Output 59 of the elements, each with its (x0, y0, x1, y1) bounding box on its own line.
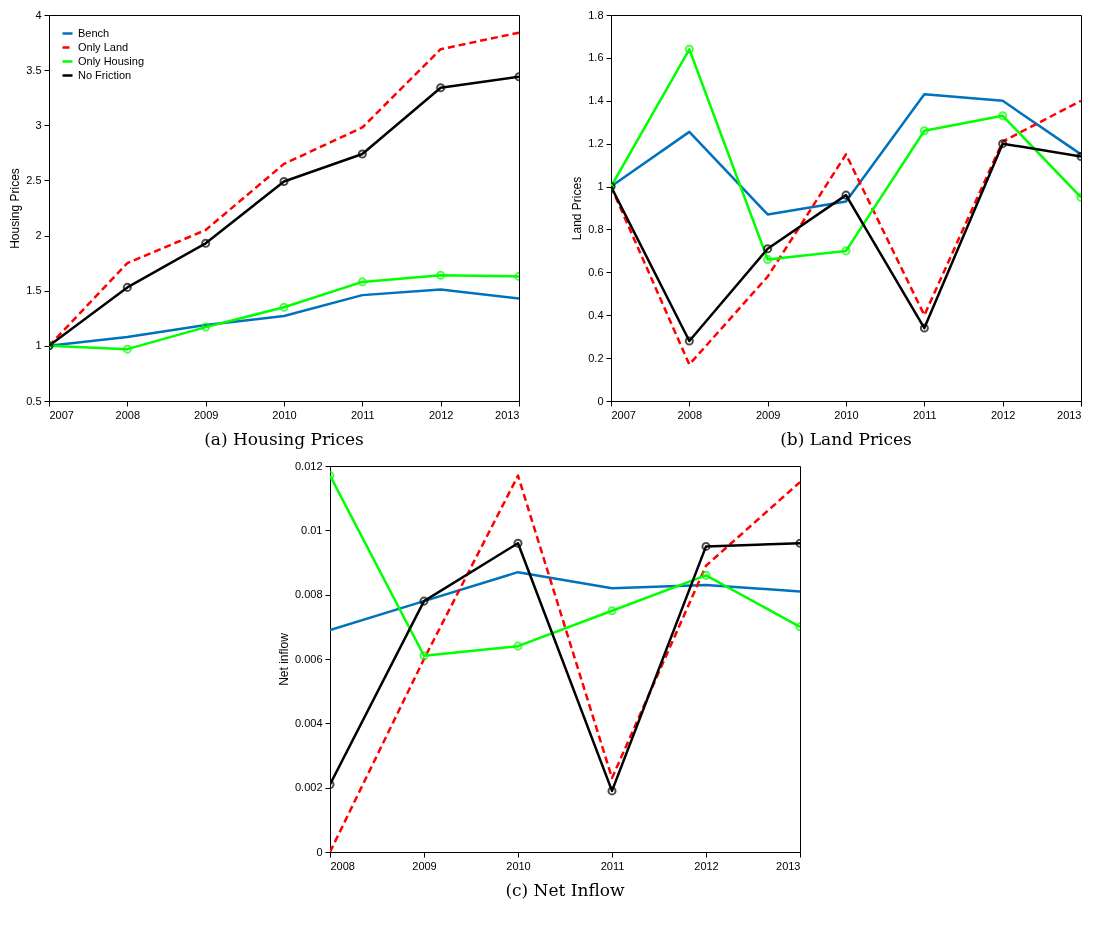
y-tick-label: 1.2 (588, 137, 604, 150)
x-tick-label: 2008 (677, 408, 703, 421)
x-tick-label: 2011 (351, 408, 375, 421)
y-tick-label: 1 (35, 339, 42, 352)
y-axis-title: Housing Prices (8, 168, 23, 249)
text: (c) Net Inflow (505, 880, 626, 900)
x-tick-label: 2010 (506, 859, 531, 872)
y-tick-label: 3.5 (26, 63, 42, 76)
x-tick-label: 2013 (495, 408, 520, 421)
legend-label: Only Land (78, 40, 129, 53)
x-tick-label: 2009 (412, 859, 437, 872)
x-tick-label: 2013 (776, 859, 801, 872)
line-series (330, 570, 800, 632)
x-tick-label: 2007 (49, 408, 74, 421)
y-tick-label: 0.006 (294, 652, 323, 665)
x-tick-label: 2010 (834, 408, 859, 421)
y-axis-title: Net inflow (276, 632, 291, 686)
x-tick-label: 2011 (600, 859, 625, 872)
y-tick-label: 0.01 (301, 523, 323, 536)
legend-label: No Friction (78, 68, 132, 81)
text: (b) Land Prices (780, 429, 912, 449)
y-tick-label: 2.5 (26, 173, 42, 186)
legend-label: Bench (78, 26, 110, 39)
x-tick-label: 2009 (193, 408, 219, 421)
y-tick-label: 1.6 (588, 51, 604, 64)
legend-label: Only Housing (78, 54, 145, 67)
y-tick-label: 0 (597, 394, 604, 407)
x-tick-label: 2011 (913, 408, 937, 421)
y-tick-label: 0 (316, 845, 323, 858)
x-tick-label: 2012 (428, 408, 454, 421)
y-tick-label: 4 (35, 8, 42, 21)
y-tick-label: 3 (35, 118, 42, 131)
line-series (611, 93, 1081, 216)
text: (a) Housing Prices (204, 429, 364, 449)
x-tick-label: 2008 (115, 408, 141, 421)
x-tick-label: 2009 (755, 408, 781, 421)
x-tick-label: 2007 (611, 408, 636, 421)
line-series (611, 99, 1081, 366)
y-tick-label: 1 (597, 180, 604, 193)
y-tick-label: 0.5 (26, 394, 42, 407)
line-series (330, 474, 800, 852)
y-tick-label: 0.2 (588, 351, 604, 364)
y-tick-label: 2 (35, 229, 42, 242)
y-tick-label: 0.008 (294, 588, 323, 601)
y-tick-label: 1.8 (588, 8, 604, 21)
y-tick-label: 1.5 (26, 284, 42, 297)
x-tick-label: 2013 (1057, 408, 1082, 421)
y-tick-label: 0.012 (294, 459, 323, 472)
y-tick-label: 1.4 (588, 94, 604, 107)
y-tick-label: 0.6 (588, 265, 604, 278)
y-axis-title: Land Prices (570, 176, 585, 241)
y-tick-label: 0.4 (588, 308, 604, 321)
x-tick-label: 2010 (272, 408, 297, 421)
x-tick-label: 2008 (330, 859, 355, 872)
y-tick-label: 0.004 (294, 716, 323, 729)
y-tick-label: 0.8 (588, 222, 604, 235)
y-tick-label: 0.002 (294, 781, 323, 794)
x-tick-label: 2012 (990, 408, 1016, 421)
x-tick-label: 2012 (694, 859, 719, 872)
